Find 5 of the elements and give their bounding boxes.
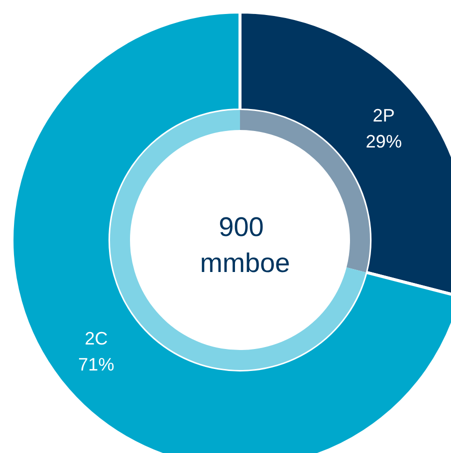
- text: 900 mmboe: [200, 212, 290, 278]
- data-label: 29%: [366, 131, 402, 152]
- slice-label: 2P: [372, 105, 395, 126]
- slice-label: 2C: [84, 328, 108, 349]
- data-label: 71%: [78, 354, 114, 375]
